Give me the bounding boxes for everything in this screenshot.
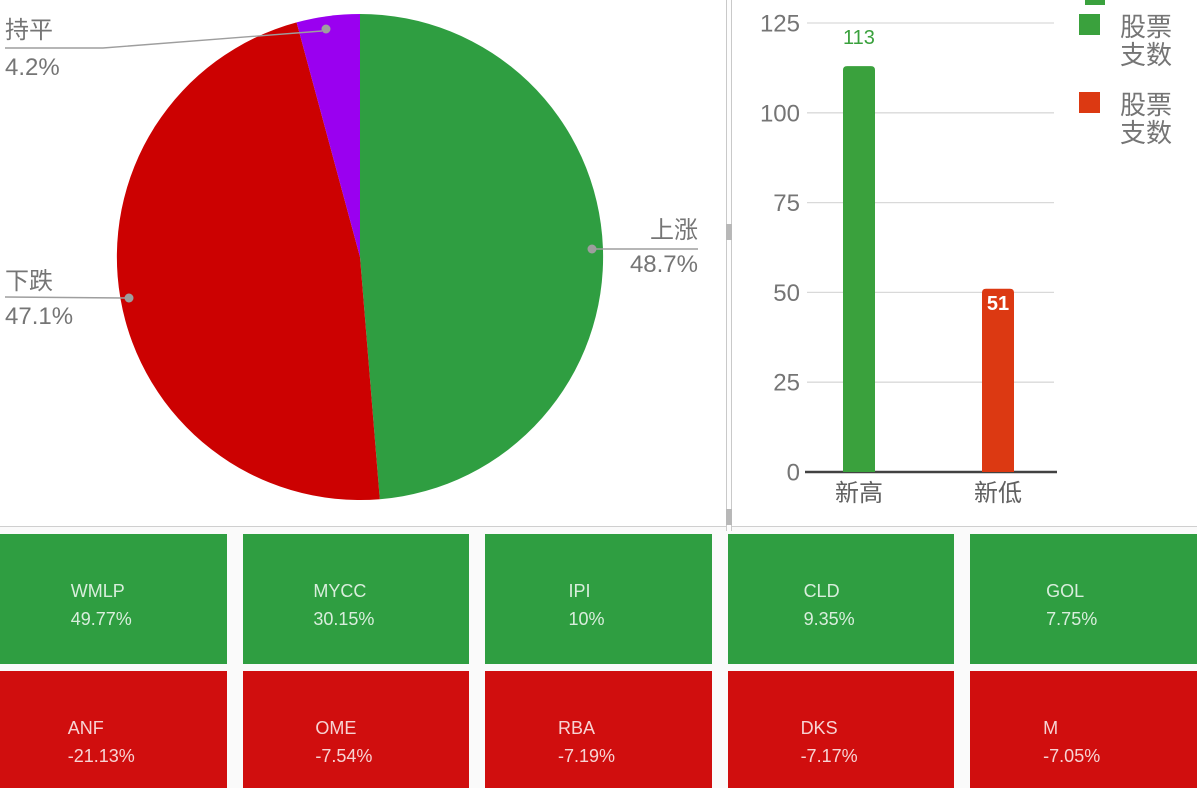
ticker-change: -7.19% bbox=[557, 746, 616, 766]
ticker-tile-WMLP[interactable]: WMLP 49.77% bbox=[0, 534, 227, 664]
ticker-symbol: IPI bbox=[568, 581, 591, 601]
y-tick-25: 25 bbox=[773, 370, 800, 397]
bar-value-label-新高: 113 bbox=[843, 27, 875, 49]
ticker-tile-text: GOL 7.75% bbox=[1046, 577, 1097, 633]
pie-slice-上涨[interactable] bbox=[360, 13, 604, 500]
ticker-tile-OME[interactable]: OME -7.54% bbox=[242, 671, 470, 788]
ticker-tile-text: RBA -7.19% bbox=[558, 714, 615, 770]
y-tick-50: 50 bbox=[773, 280, 800, 307]
legend-label-line: 支数 bbox=[1120, 118, 1172, 148]
ticker-tile-text: ANF -21.13% bbox=[68, 714, 135, 770]
ticker-change: -21.13% bbox=[67, 746, 135, 766]
ticker-tile-text: OME -7.54% bbox=[315, 714, 372, 770]
ticker-symbol: M bbox=[1043, 718, 1059, 738]
bar-新低[interactable] bbox=[982, 288, 1014, 472]
ticker-symbol: OME bbox=[315, 718, 357, 738]
top-movers-grid: WMLP 49.77% MYCC 30.15% IPI 10% CLD 9.35% GOL 7.7… bbox=[0, 526, 1197, 788]
y-tick-125: 125 bbox=[760, 11, 800, 38]
legend-label-line: 支数 bbox=[1120, 40, 1172, 70]
ticker-tile-text: M -7.05% bbox=[1043, 714, 1100, 770]
ticker-tile-ANF[interactable]: ANF -21.13% bbox=[0, 671, 227, 788]
pie-label-flat: 持平 4.2% bbox=[5, 17, 331, 81]
ticker-change: -7.17% bbox=[800, 746, 858, 766]
ticker-tile-text: DKS -7.17% bbox=[801, 714, 858, 770]
pie-anchor-dot-down bbox=[124, 293, 134, 303]
ticker-symbol: RBA bbox=[557, 718, 595, 738]
legend-swatch-icon bbox=[1079, 14, 1100, 35]
ticker-symbol: DKS bbox=[800, 718, 838, 738]
legend-label-line: 股票 bbox=[1120, 12, 1172, 42]
ticker-change: 9.35% bbox=[803, 609, 855, 629]
divider-handle-icon[interactable] bbox=[726, 224, 732, 240]
ticker-symbol: ANF bbox=[67, 718, 104, 738]
pie-leader-flat bbox=[5, 30, 323, 49]
ticker-symbol: CLD bbox=[803, 581, 840, 601]
pie-anchor-dot-flat bbox=[321, 24, 331, 34]
pie-label-flat-name: 持平 bbox=[5, 17, 53, 44]
ticker-tile-text: IPI 10% bbox=[568, 577, 604, 633]
pie-label-flat-pct: 4.2% bbox=[5, 54, 60, 81]
ticker-change: 49.77% bbox=[70, 609, 132, 629]
bar-新高[interactable] bbox=[843, 66, 875, 472]
ticker-tile-MYCC[interactable]: MYCC 30.15% bbox=[242, 534, 470, 664]
ticker-tile-RBA[interactable]: RBA -7.19% bbox=[485, 671, 712, 788]
bar-y-axis-ticks: 0 25 50 75 100 125 bbox=[760, 11, 800, 487]
ticker-change: 7.75% bbox=[1046, 609, 1098, 629]
y-tick-100: 100 bbox=[760, 100, 800, 127]
pie-slice-下跌[interactable] bbox=[116, 22, 380, 501]
pie-label-up: 上涨 48.7% bbox=[587, 217, 698, 278]
pie-label-down-name: 下跌 bbox=[5, 268, 53, 295]
ticker-tile-GOL[interactable]: GOL 7.75% bbox=[970, 534, 1197, 664]
ticker-change: 30.15% bbox=[313, 609, 375, 629]
ticker-tile-M[interactable]: M -7.05% bbox=[970, 671, 1197, 788]
bar-value-labels: 113 51 bbox=[843, 27, 1009, 315]
pie-chart[interactable]: 持平 4.2% 下跌 47.1% 上涨 48.7% bbox=[0, 0, 726, 525]
ticker-symbol: WMLP bbox=[70, 581, 125, 601]
legend-swatch-icon bbox=[1079, 92, 1100, 113]
pie-label-up-name: 上涨 bbox=[650, 217, 698, 244]
ticker-tile-text: WMLP 49.77% bbox=[71, 577, 132, 633]
ticker-symbol: MYCC bbox=[313, 581, 367, 601]
pie-leader-down bbox=[4, 296, 126, 299]
ticker-change: 10% bbox=[568, 609, 605, 629]
ticker-tile-CLD[interactable]: CLD 9.35% bbox=[727, 534, 955, 664]
legend-clipped-swatch-icon bbox=[1085, 0, 1105, 5]
charts-row: 持平 4.2% 下跌 47.1% 上涨 48.7% 0 25 50 75 100 125 … bbox=[0, 0, 1197, 531]
legend-label-line: 股票 bbox=[1120, 90, 1172, 120]
bar-x-axis-labels: 新高 新低 bbox=[835, 480, 1022, 507]
panel-divider[interactable] bbox=[726, 0, 732, 531]
ticker-tile-text: MYCC 30.15% bbox=[313, 577, 374, 633]
ticker-tile-text: CLD 9.35% bbox=[804, 577, 855, 633]
ticker-change: -7.05% bbox=[1043, 746, 1101, 766]
bar-value-label-新低: 51 bbox=[987, 293, 1009, 315]
ticker-tile-DKS[interactable]: DKS -7.17% bbox=[727, 671, 955, 788]
x-label-新低: 新低 bbox=[974, 480, 1022, 507]
pie-label-down-pct: 47.1% bbox=[5, 303, 73, 330]
pie-slices bbox=[116, 13, 604, 501]
y-tick-75: 75 bbox=[773, 190, 800, 217]
x-label-新高: 新高 bbox=[835, 480, 883, 507]
pie-label-down: 下跌 47.1% bbox=[4, 268, 134, 330]
ticker-symbol: GOL bbox=[1046, 581, 1085, 601]
y-tick-0: 0 bbox=[787, 460, 800, 487]
pie-anchor-dot-up bbox=[587, 244, 597, 254]
ticker-tile-IPI[interactable]: IPI 10% bbox=[485, 534, 712, 664]
pie-label-up-pct: 48.7% bbox=[630, 251, 698, 278]
bars bbox=[843, 66, 1014, 472]
pie-slice-持平[interactable] bbox=[296, 13, 360, 257]
divider-handle-icon[interactable] bbox=[726, 509, 732, 525]
ticker-change: -7.54% bbox=[315, 746, 373, 766]
